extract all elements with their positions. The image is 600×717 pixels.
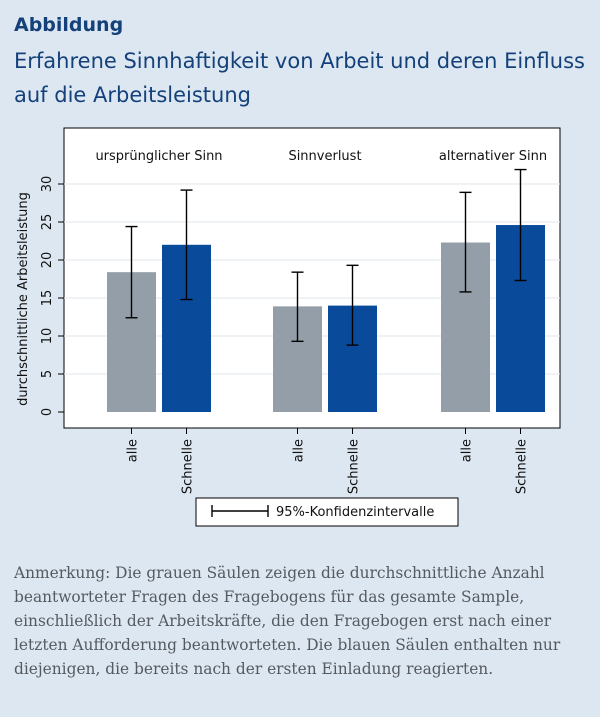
- x-tick-label: Schnelle: [515, 439, 530, 494]
- group-label: alternativer Sinn: [439, 149, 547, 164]
- error-bar: [514, 168, 527, 282]
- x-tick-label: Schnelle: [347, 439, 362, 494]
- y-tick-label: 10: [40, 328, 55, 345]
- bar-chart: 0 5 10 15 20 25 30 alle Schnelle alle Schnelle all…: [16, 127, 561, 527]
- error-bar: [180, 189, 193, 301]
- x-tick-label: Schnelle: [181, 439, 196, 494]
- error-bar: [346, 264, 359, 346]
- group-label: Sinnverlust: [288, 149, 361, 164]
- legend-box: [195, 497, 459, 527]
- group-label: ursprünglicher Sinn: [95, 149, 222, 164]
- figure-title: Erfahrene Sinnhaftigkeit von Arbeit und …: [14, 49, 585, 107]
- figure-kicker: Abbildung: [14, 14, 124, 36]
- legend-ci-symbol: [211, 505, 269, 517]
- footnote: Anmerkung: Die grauen Säulen zeigen die …: [14, 564, 561, 678]
- x-tick-label: alle: [292, 439, 307, 462]
- y-tick-label: 0: [40, 408, 55, 416]
- error-bar: [291, 271, 304, 343]
- y-tick-label: 25: [40, 214, 55, 231]
- y-tick-label: 30: [40, 176, 55, 193]
- x-tick-label: alle: [126, 439, 141, 462]
- legend: 95%-Konfidenzintervalle: [195, 497, 459, 527]
- error-bar: [459, 191, 472, 293]
- y-tick-label: 5: [40, 370, 55, 378]
- legend-label: 95%-Konfidenzintervalle: [276, 505, 434, 520]
- y-tick-label: 15: [40, 290, 55, 307]
- x-tick-label: alle: [460, 439, 475, 462]
- error-bar: [125, 225, 138, 319]
- y-axis-label: durchschnittliche Arbeitsleistung: [16, 192, 31, 406]
- y-tick-label: 20: [40, 252, 55, 269]
